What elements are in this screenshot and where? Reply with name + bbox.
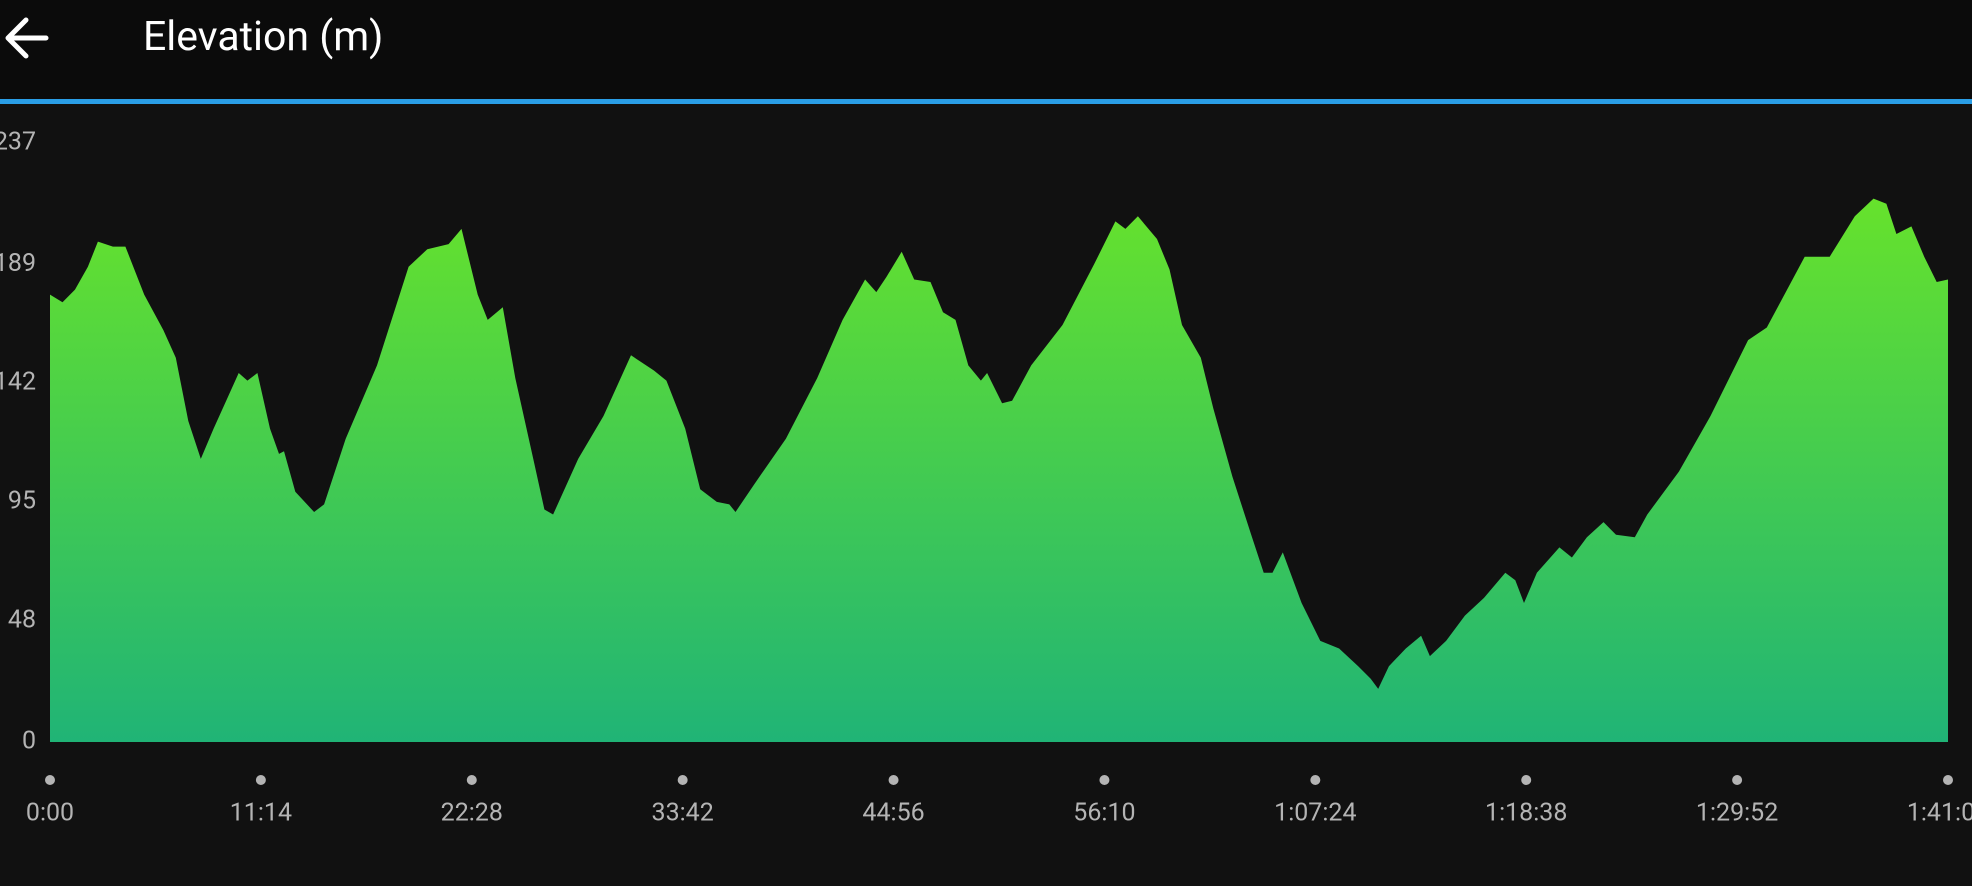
- x-tick-label: 1:41:06: [1907, 799, 1972, 828]
- x-tick-label: 1:29:52: [1696, 799, 1778, 828]
- x-tick-dot: [1521, 775, 1532, 785]
- x-tick-dot: [1310, 775, 1321, 785]
- x-tick-dot: [677, 775, 688, 785]
- x-tick-label: 0:00: [26, 799, 74, 828]
- x-tick-dot: [888, 775, 899, 785]
- y-tick-label: 189: [0, 249, 36, 278]
- x-tick-dot: [45, 775, 55, 785]
- x-tick-label: 56:10: [1073, 799, 1135, 828]
- chart-title: Elevation (m): [143, 13, 383, 61]
- x-tick-label: 44:56: [862, 799, 924, 828]
- back-button[interactable]: [0, 10, 60, 70]
- x-tick-label: 11:14: [230, 799, 292, 828]
- x-tick-dot: [1943, 775, 1953, 785]
- y-tick-label: 0: [22, 727, 36, 756]
- x-tick-dot: [1099, 775, 1110, 785]
- x-tick-label: 22:28: [441, 799, 503, 828]
- x-tick-dot: [1732, 775, 1743, 785]
- x-tick-label: 33:42: [652, 799, 714, 828]
- x-tick-label: 1:07:24: [1274, 799, 1356, 828]
- x-tick-label: 1:18:38: [1485, 799, 1567, 828]
- x-tick-dot: [466, 775, 477, 785]
- y-tick-label: 237: [0, 128, 36, 157]
- header-underline: [0, 99, 1972, 104]
- y-tick-label: 48: [8, 605, 36, 634]
- header: [0, 0, 1972, 100]
- y-tick-label: 95: [8, 487, 36, 516]
- back-arrow[interactable]: [5, 17, 49, 59]
- x-tick-dot: [255, 775, 266, 785]
- elevation-area: [50, 198, 1948, 743]
- y-tick-label: 142: [0, 368, 36, 397]
